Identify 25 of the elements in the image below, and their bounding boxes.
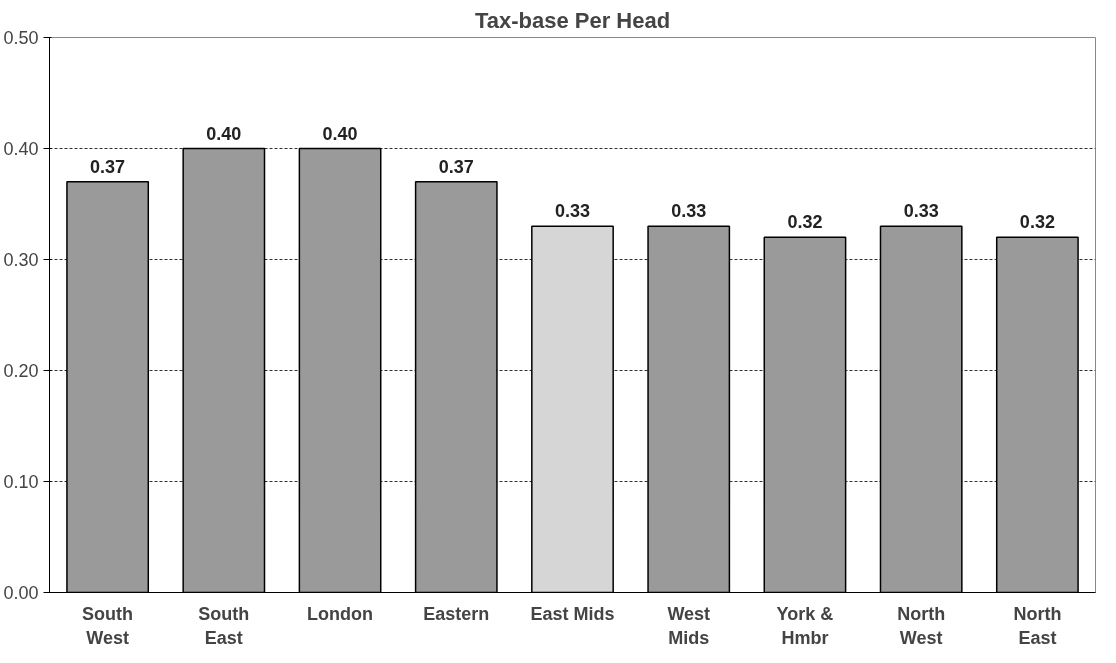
data-label: 0.33 [671,201,707,222]
chart-title: Tax-base Per Head [474,7,671,33]
data-label: 0.32 [787,212,823,233]
x-tick-label: East Mids [530,603,615,624]
y-tick-label: 0.00 [3,583,39,603]
x-tick-label: London [307,603,374,624]
data-label: 0.37 [90,156,126,177]
x-tick-label: North West [897,603,946,648]
y-tick-label: 0.40 [3,139,39,159]
y-tick-label: 0.50 [3,28,39,48]
y-tick-label: 0.30 [3,250,39,270]
data-label: 0.40 [322,123,358,144]
x-tick-label: South West [82,603,134,648]
data-label: 0.32 [1019,212,1055,233]
data-label: 0.33 [554,201,591,222]
y-tick-label: 0.20 [3,361,39,381]
y-tick-label: 0.10 [3,472,39,492]
x-tick-label: West Mids [667,603,711,648]
x-tick-label: York & Hmbr [776,603,834,648]
data-label: 0.37 [438,156,474,177]
data-label: 0.40 [206,123,242,144]
x-tick-label: North East [1013,603,1062,648]
x-tick-label: Eastern [423,603,490,624]
x-tick-label: South East [198,603,250,648]
data-label: 0.33 [903,201,939,222]
